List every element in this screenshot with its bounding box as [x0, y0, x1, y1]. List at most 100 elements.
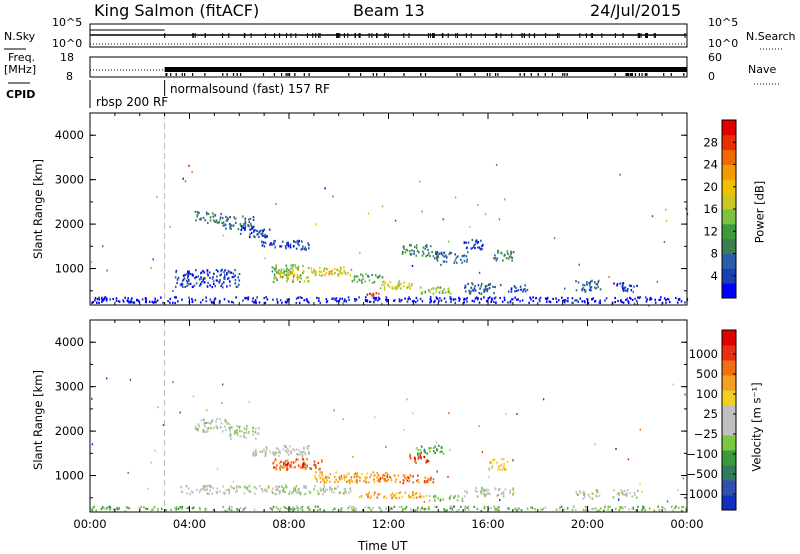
data-pixel — [112, 297, 114, 301]
data-pixel — [456, 509, 458, 512]
scatter-region-3 — [261, 239, 310, 251]
nave-mark — [566, 73, 568, 76]
data-pixel — [301, 467, 303, 470]
data-pixel — [248, 400, 250, 403]
beam-title: Beam 13 — [353, 1, 425, 20]
data-pixel — [435, 250, 437, 254]
data-pixel — [484, 495, 486, 498]
data-pixel — [118, 300, 121, 303]
data-pixel — [282, 463, 285, 466]
data-pixel — [343, 488, 346, 491]
data-pixel — [395, 492, 398, 495]
data-pixel — [634, 494, 636, 497]
data-pixel — [443, 255, 445, 258]
data-pixel — [320, 274, 323, 277]
data-pixel — [394, 494, 396, 497]
data-pixel — [519, 300, 521, 303]
data-pixel — [232, 272, 235, 275]
data-pixel — [597, 281, 600, 284]
data-pixel — [400, 299, 403, 302]
nave-mark — [459, 73, 461, 76]
data-pixel — [100, 507, 103, 511]
velocity-heatmap — [90, 377, 688, 512]
data-pixel — [473, 287, 476, 290]
data-pixel — [290, 450, 292, 454]
data-pixel — [466, 506, 469, 510]
data-pixel — [589, 282, 591, 285]
data-pixel — [335, 297, 338, 300]
data-pixel — [497, 468, 499, 471]
data-pixel — [332, 509, 334, 512]
data-pixel — [229, 435, 232, 438]
data-pixel — [256, 229, 258, 232]
data-pixel — [278, 269, 280, 272]
data-pixel — [375, 292, 378, 295]
data-pixel — [91, 509, 93, 512]
data-pixel — [497, 489, 500, 492]
data-pixel — [221, 268, 223, 271]
data-pixel — [477, 298, 479, 301]
sparse-returns — [90, 164, 689, 307]
data-pixel — [91, 397, 93, 400]
data-pixel — [642, 507, 645, 510]
data-pixel — [448, 412, 450, 415]
data-pixel — [174, 285, 177, 288]
data-pixel — [626, 492, 628, 495]
nave-mark — [294, 73, 296, 76]
data-pixel — [195, 269, 197, 272]
data-pixel — [333, 475, 336, 478]
data-pixel — [287, 245, 290, 248]
data-pixel — [608, 276, 610, 278]
data-pixel — [624, 490, 626, 493]
data-pixel — [415, 246, 418, 249]
data-pixel — [429, 508, 431, 511]
data-pixel — [356, 479, 358, 482]
data-pixel — [95, 509, 97, 512]
data-pixel — [480, 509, 483, 512]
data-pixel — [222, 234, 225, 237]
data-pixel — [432, 478, 435, 481]
data-pixel — [291, 266, 294, 269]
data-pixel — [122, 300, 125, 303]
data-pixel — [365, 273, 367, 276]
data-pixel — [353, 275, 356, 278]
data-pixel — [464, 286, 466, 289]
nave-mark — [530, 73, 532, 76]
nsearch-label: N.Search — [746, 30, 796, 43]
data-pixel — [103, 297, 105, 300]
data-pixel — [165, 509, 167, 512]
data-pixel — [299, 296, 301, 299]
data-pixel — [402, 250, 404, 254]
data-pixel — [353, 507, 356, 510]
data-pixel — [243, 226, 245, 230]
data-pixel — [500, 464, 502, 467]
data-pixel — [440, 252, 443, 255]
data-pixel — [638, 296, 640, 299]
data-pixel — [282, 466, 284, 469]
data-pixel — [269, 507, 272, 510]
data-pixel — [287, 243, 289, 246]
data-pixel — [336, 268, 338, 271]
data-pixel — [274, 466, 277, 469]
data-pixel — [141, 298, 144, 301]
data-pixel — [374, 491, 376, 494]
data-pixel — [285, 463, 287, 466]
data-pixel — [179, 283, 182, 286]
data-pixel — [394, 286, 396, 289]
data-pixel — [219, 216, 222, 219]
scatter-region-11 — [379, 280, 413, 291]
data-pixel — [262, 241, 265, 244]
data-pixel — [284, 490, 286, 494]
data-pixel — [261, 450, 264, 453]
data-pixel — [639, 296, 642, 299]
data-pixel — [411, 249, 413, 252]
data-pixel — [337, 485, 339, 488]
data-pixel — [614, 301, 616, 304]
nave-mark — [486, 73, 488, 76]
data-pixel — [333, 507, 336, 510]
nave-mark — [165, 73, 167, 76]
data-pixel — [563, 508, 565, 511]
nave-mark — [403, 73, 405, 76]
data-pixel — [618, 509, 620, 512]
data-pixel — [194, 299, 197, 302]
